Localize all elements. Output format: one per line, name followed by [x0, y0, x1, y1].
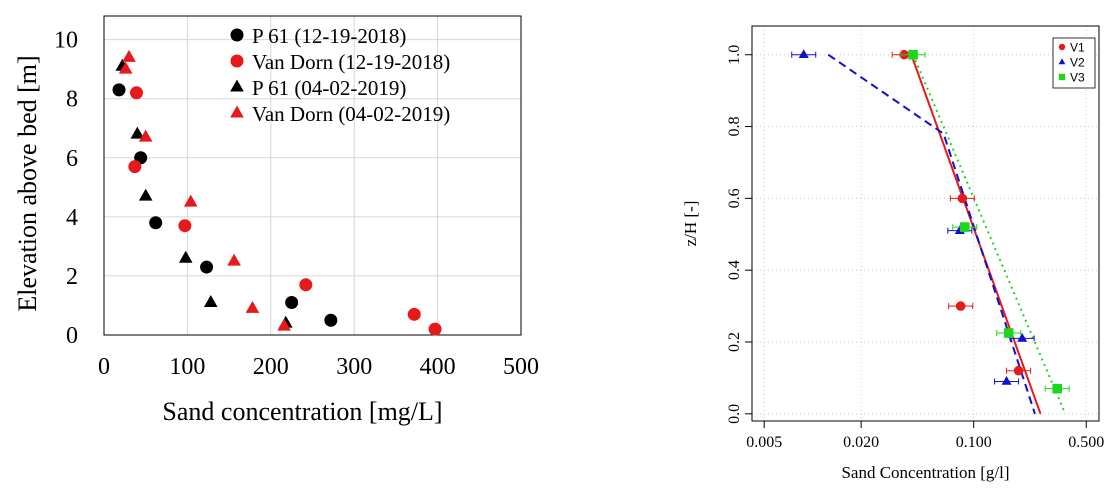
- right-gridlines: [752, 26, 1099, 421]
- left-data-point: [178, 219, 192, 233]
- left-data-point: [227, 253, 241, 266]
- right-legend-marker: [1058, 43, 1066, 51]
- right-x-tick-label: 0.005: [746, 434, 782, 451]
- left-data-point: [245, 300, 260, 313]
- right-data-point: [1017, 332, 1028, 342]
- left-legend-label: P 61 (12-19-2018): [252, 24, 406, 48]
- left-y-tick-label: 8: [66, 87, 78, 113]
- left-data-point: [130, 86, 144, 100]
- right-data-point: [1001, 375, 1012, 385]
- right-plot-frame: [751, 25, 1100, 422]
- left-data-point: [203, 295, 218, 307]
- left-data-point: [299, 278, 313, 292]
- left-legend-label: Van Dorn (04-02-2019): [252, 102, 450, 126]
- left-data-point: [428, 322, 442, 336]
- left-data-point: [130, 126, 145, 139]
- left-series-0: [112, 83, 338, 327]
- left-y-tick-label: 0: [66, 323, 78, 349]
- left-x-tick-label: 100: [169, 354, 205, 380]
- right-series-2: [900, 49, 1070, 394]
- right-x-axis-label: Sand Concentration [g/l]: [841, 463, 1009, 482]
- right-fit-line-2: [912, 54, 1067, 415]
- right-data-point: [1003, 328, 1014, 338]
- left-legend-marker: [230, 28, 244, 42]
- right-data-point: [955, 301, 966, 311]
- left-data-point: [407, 307, 421, 321]
- left-data-point: [285, 296, 299, 310]
- left-x-axis-label: Sand concentration [mg/L]: [162, 397, 442, 426]
- left-y-tick-label: 10: [54, 28, 78, 54]
- left-data-point: [118, 61, 133, 74]
- left-plot-frame: [103, 15, 522, 336]
- left-y-tick-label: 4: [66, 205, 78, 231]
- right-y-tick-label: 1.0: [726, 45, 743, 65]
- right-y-tick-label: 0.6: [726, 188, 743, 208]
- left-data-point: [122, 49, 136, 62]
- chart-right: 0.005 0.020 0.100 0.500 0.0 0.2 0.4 0.6 0.8 1.0 Sa…: [681, 25, 1104, 482]
- right-x-tick-label: 0.020: [843, 434, 879, 451]
- left-data-point: [128, 160, 142, 174]
- right-data-point: [1013, 365, 1024, 376]
- left-data-point: [183, 194, 198, 207]
- left-data-point: [178, 250, 193, 263]
- right-x-tick-label: 0.500: [1068, 434, 1104, 451]
- right-y-axis-label: z/H [-]: [681, 201, 700, 247]
- left-data-point: [112, 83, 126, 97]
- left-x-tick-label: 0: [98, 354, 110, 380]
- left-legend-label: P 61 (04-02-2019): [252, 76, 406, 100]
- left-x-tick-label: 500: [503, 354, 539, 380]
- chart-left: 0 100 200 300 400 500 0 2 4 6 8 10 Sand concentratio…: [13, 15, 539, 426]
- left-x-tick-label: 300: [336, 354, 372, 380]
- left-x-tick-label: 200: [253, 354, 289, 380]
- right-x-tick-label: 0.100: [956, 434, 992, 451]
- left-y-axis-label: Elevation above bed [m]: [13, 55, 42, 311]
- right-legend-label: V1: [1070, 41, 1085, 55]
- left-y-tick-label: 6: [66, 146, 78, 172]
- right-data-point: [1052, 383, 1062, 394]
- left-series-1: [128, 86, 442, 336]
- right-fit-line-1: [827, 53, 1036, 415]
- left-legend-marker: [230, 105, 244, 118]
- right-legend-label: V3: [1070, 71, 1085, 85]
- left-data-point: [138, 129, 153, 142]
- left-x-tick-label: 400: [420, 354, 456, 380]
- left-y-tick-label: 2: [66, 264, 78, 290]
- right-legend-marker: [1058, 73, 1066, 81]
- right-legend-marker: [1058, 58, 1066, 65]
- right-fit-line-0: [910, 54, 1042, 415]
- left-series-3: [118, 49, 291, 331]
- right-y-tick-label: 0.0: [726, 404, 743, 424]
- left-data-point: [149, 216, 163, 230]
- right-legend-label: V2: [1070, 56, 1085, 70]
- left-data-point: [200, 260, 214, 274]
- left-legend-marker: [230, 79, 244, 92]
- right-data-point: [908, 49, 918, 60]
- right-data-point: [957, 193, 968, 204]
- left-legend-marker: [230, 54, 244, 68]
- left-data-point: [277, 318, 291, 331]
- right-y-tick-label: 0.4: [726, 260, 743, 280]
- right-y-tick-label: 0.2: [726, 332, 743, 352]
- left-data-point: [324, 313, 338, 327]
- left-data-point: [138, 188, 153, 201]
- right-y-tick-label: 0.8: [726, 117, 743, 137]
- left-legend-label: Van Dorn (12-19-2018): [252, 50, 450, 74]
- left-legend: P 61 (12-19-2018)Van Dorn (12-19-2018)P …: [230, 24, 450, 126]
- right-data-point: [798, 49, 809, 59]
- right-series-1: [791, 49, 1035, 385]
- right-data-point: [959, 222, 970, 232]
